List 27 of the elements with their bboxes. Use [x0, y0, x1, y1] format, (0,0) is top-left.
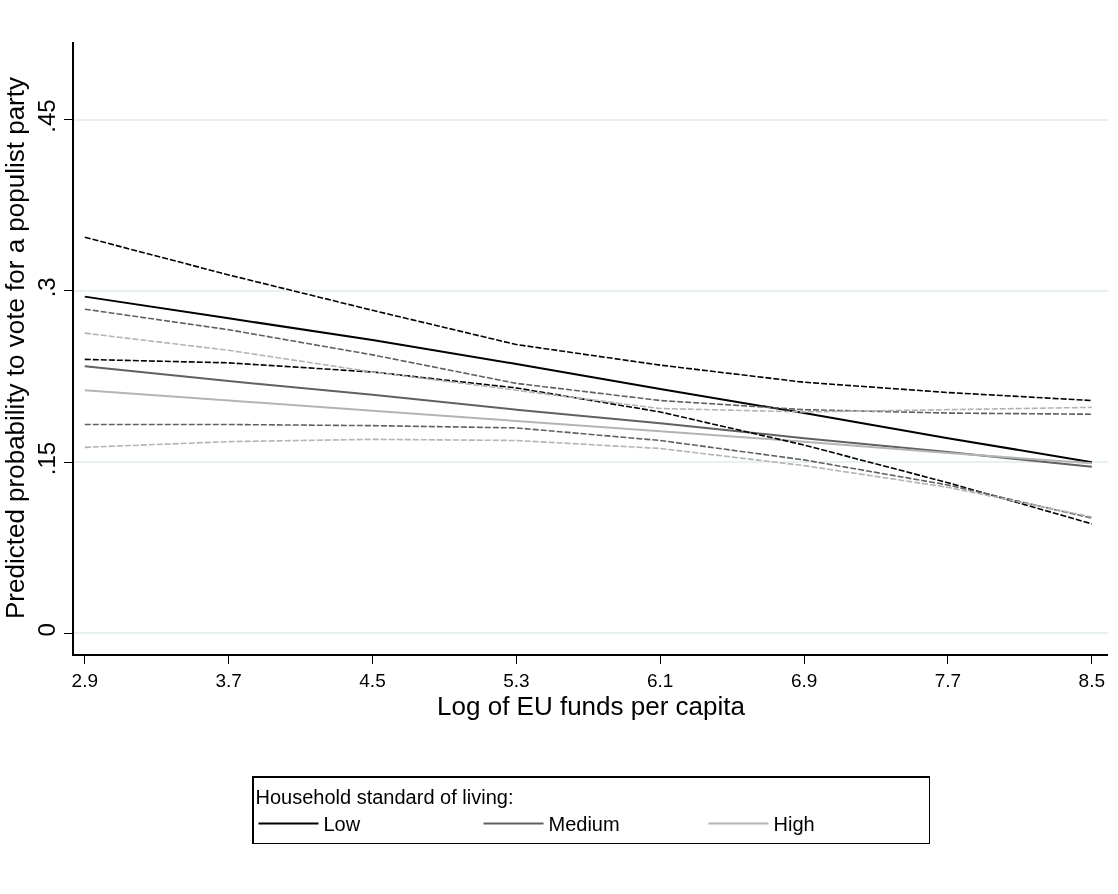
x-tick-label: 7.7 [934, 669, 962, 691]
x-tick-label: 6.1 [647, 669, 674, 691]
x-tick-label: 5.3 [503, 669, 530, 691]
x-axis-title: Log of EU funds per capita [437, 690, 746, 721]
line-series [83, 389, 1093, 465]
line-series [83, 438, 1093, 518]
y-tick-label: .3 [32, 277, 60, 298]
legend-label: High [773, 813, 815, 836]
x-tick-label: 8.5 [1078, 669, 1106, 691]
x-tick-label: 3.7 [215, 669, 242, 691]
line-series [83, 236, 1093, 402]
line-series [83, 358, 1093, 525]
x-tick-label: 2.9 [71, 669, 98, 691]
line-series [83, 308, 1093, 416]
legend-label: Low [323, 813, 361, 836]
legend-label: Medium [548, 813, 620, 836]
y-tick-label: 0 [32, 623, 60, 637]
line-series [83, 423, 1093, 519]
line-series [83, 295, 1093, 464]
y-tick-label: .15 [32, 441, 60, 476]
line-series [83, 332, 1093, 413]
line-series [83, 365, 1093, 468]
x-tick-label: 6.9 [790, 669, 818, 691]
y-axis-title: Predicted probability to vote for a populist party [0, 77, 30, 619]
y-tick-label: .45 [32, 99, 60, 133]
legend-title: Household standard of living: [255, 785, 514, 808]
x-tick-label: 4.5 [359, 669, 386, 691]
